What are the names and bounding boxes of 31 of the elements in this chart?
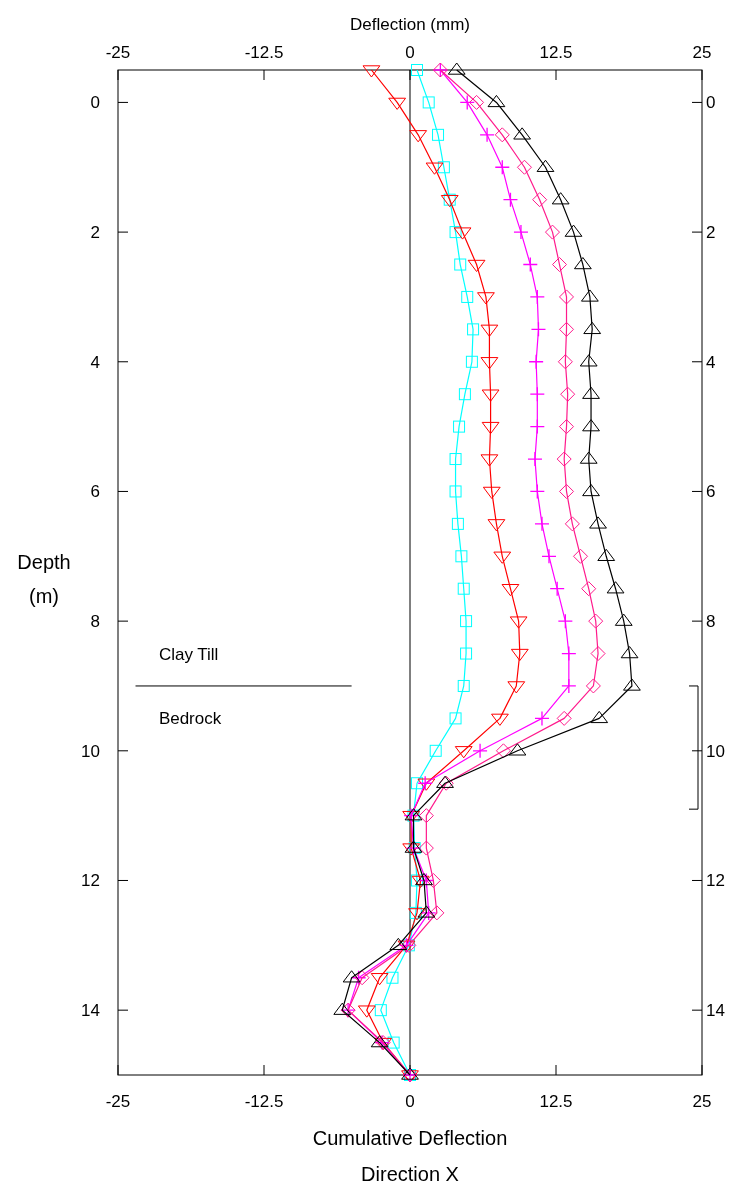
x-axis-title: Cumulative Deflection Direction X <box>312 1127 508 1185</box>
x-tick-label: -25 <box>105 43 131 62</box>
x2-tick-label: 0 <box>405 1092 415 1111</box>
y-tick-label: 10 <box>81 741 100 761</box>
x2-axis-title: Deflection (mm) <box>350 15 470 34</box>
x-tick-label: 0 <box>405 43 415 62</box>
x2-tick-label: 25 <box>692 1092 712 1111</box>
x-tick-label: 25 <box>692 43 712 62</box>
y-tick-label: 14 <box>81 1001 100 1021</box>
y-tick-label: 8 <box>90 612 100 632</box>
y2-tick-label: 0 <box>706 93 716 113</box>
y-tick-label: 2 <box>90 223 100 243</box>
x-tick-label: -12.5 <box>244 43 284 62</box>
y-tick-label: 12 <box>81 871 100 891</box>
y2-tick-label: 2 <box>706 223 716 243</box>
x-tick-label: 12.5 <box>539 43 573 62</box>
y-tick-label: 6 <box>90 482 100 502</box>
y-tick-label: 0 <box>90 93 100 113</box>
y2-tick-label: 8 <box>706 612 716 632</box>
y2-tick-label: 6 <box>706 482 716 502</box>
y-axis-title: Depth (m) <box>17 551 71 608</box>
x2-tick-label: 12.5 <box>539 1092 573 1111</box>
x2-tick-label: -25 <box>105 1092 131 1111</box>
y2-tick-label: 14 <box>706 1001 725 1021</box>
y2-tick-label: 10 <box>706 741 725 761</box>
x2-tick-label: -12.5 <box>244 1092 284 1111</box>
y2-tick-label: 12 <box>706 871 725 891</box>
y2-tick-label: 4 <box>706 352 716 372</box>
y-tick-label: 4 <box>90 352 100 372</box>
annotation: Clay Till <box>158 644 219 664</box>
annotation: Bedrock <box>158 709 222 729</box>
